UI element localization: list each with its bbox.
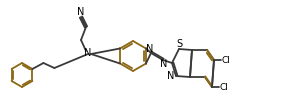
Text: Cl: Cl — [222, 56, 231, 65]
Text: N: N — [167, 71, 175, 81]
Text: Cl: Cl — [220, 83, 229, 92]
Text: N: N — [77, 7, 85, 17]
Text: S: S — [176, 39, 182, 49]
Text: N: N — [146, 44, 154, 54]
Text: N: N — [84, 48, 92, 58]
Text: N: N — [160, 59, 168, 69]
